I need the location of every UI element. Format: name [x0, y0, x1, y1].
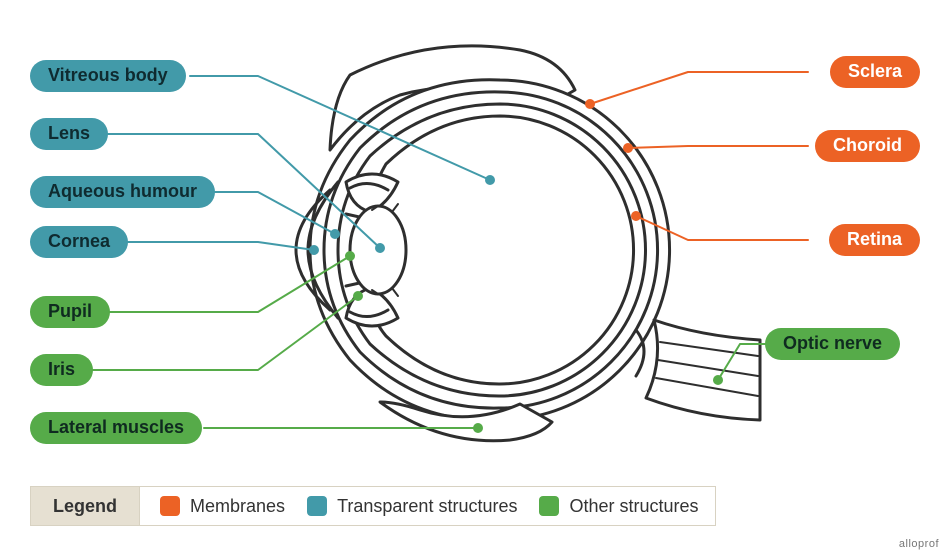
label-lens: Lens: [30, 118, 108, 150]
legend-items: Membranes Transparent structures Other str…: [140, 486, 716, 526]
label-vitreous: Vitreous body: [30, 60, 186, 92]
attribution-text: alloprof: [899, 538, 939, 550]
legend: Legend Membranes Transparent structures Ot…: [30, 486, 716, 526]
legend-label-transparent: Transparent structures: [337, 496, 517, 517]
eye-anatomy-diagram: { "diagram_type": "labeled-anatomy-diagr…: [0, 0, 947, 556]
label-cornea: Cornea: [30, 226, 128, 258]
legend-swatch-membranes: [160, 496, 180, 516]
label-optic: Optic nerve: [765, 328, 900, 360]
legend-label-other: Other structures: [569, 496, 698, 517]
label-iris: Iris: [30, 354, 93, 386]
label-choroid: Choroid: [815, 130, 920, 162]
legend-swatch-other: [539, 496, 559, 516]
label-retina: Retina: [829, 224, 920, 256]
legend-title: Legend: [30, 486, 140, 526]
label-lateral: Lateral muscles: [30, 412, 202, 444]
label-pupil: Pupil: [30, 296, 110, 328]
label-sclera: Sclera: [830, 56, 920, 88]
legend-swatch-transparent: [307, 496, 327, 516]
legend-label-membranes: Membranes: [190, 496, 285, 517]
label-aqueous: Aqueous humour: [30, 176, 215, 208]
